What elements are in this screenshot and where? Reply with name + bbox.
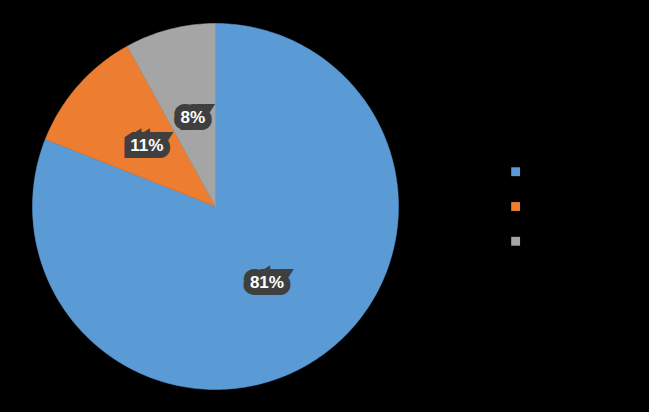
svg-text:11%: 11% <box>130 136 163 155</box>
svg-text:8%: 8% <box>180 108 205 127</box>
svg-text:81%: 81% <box>250 273 284 292</box>
